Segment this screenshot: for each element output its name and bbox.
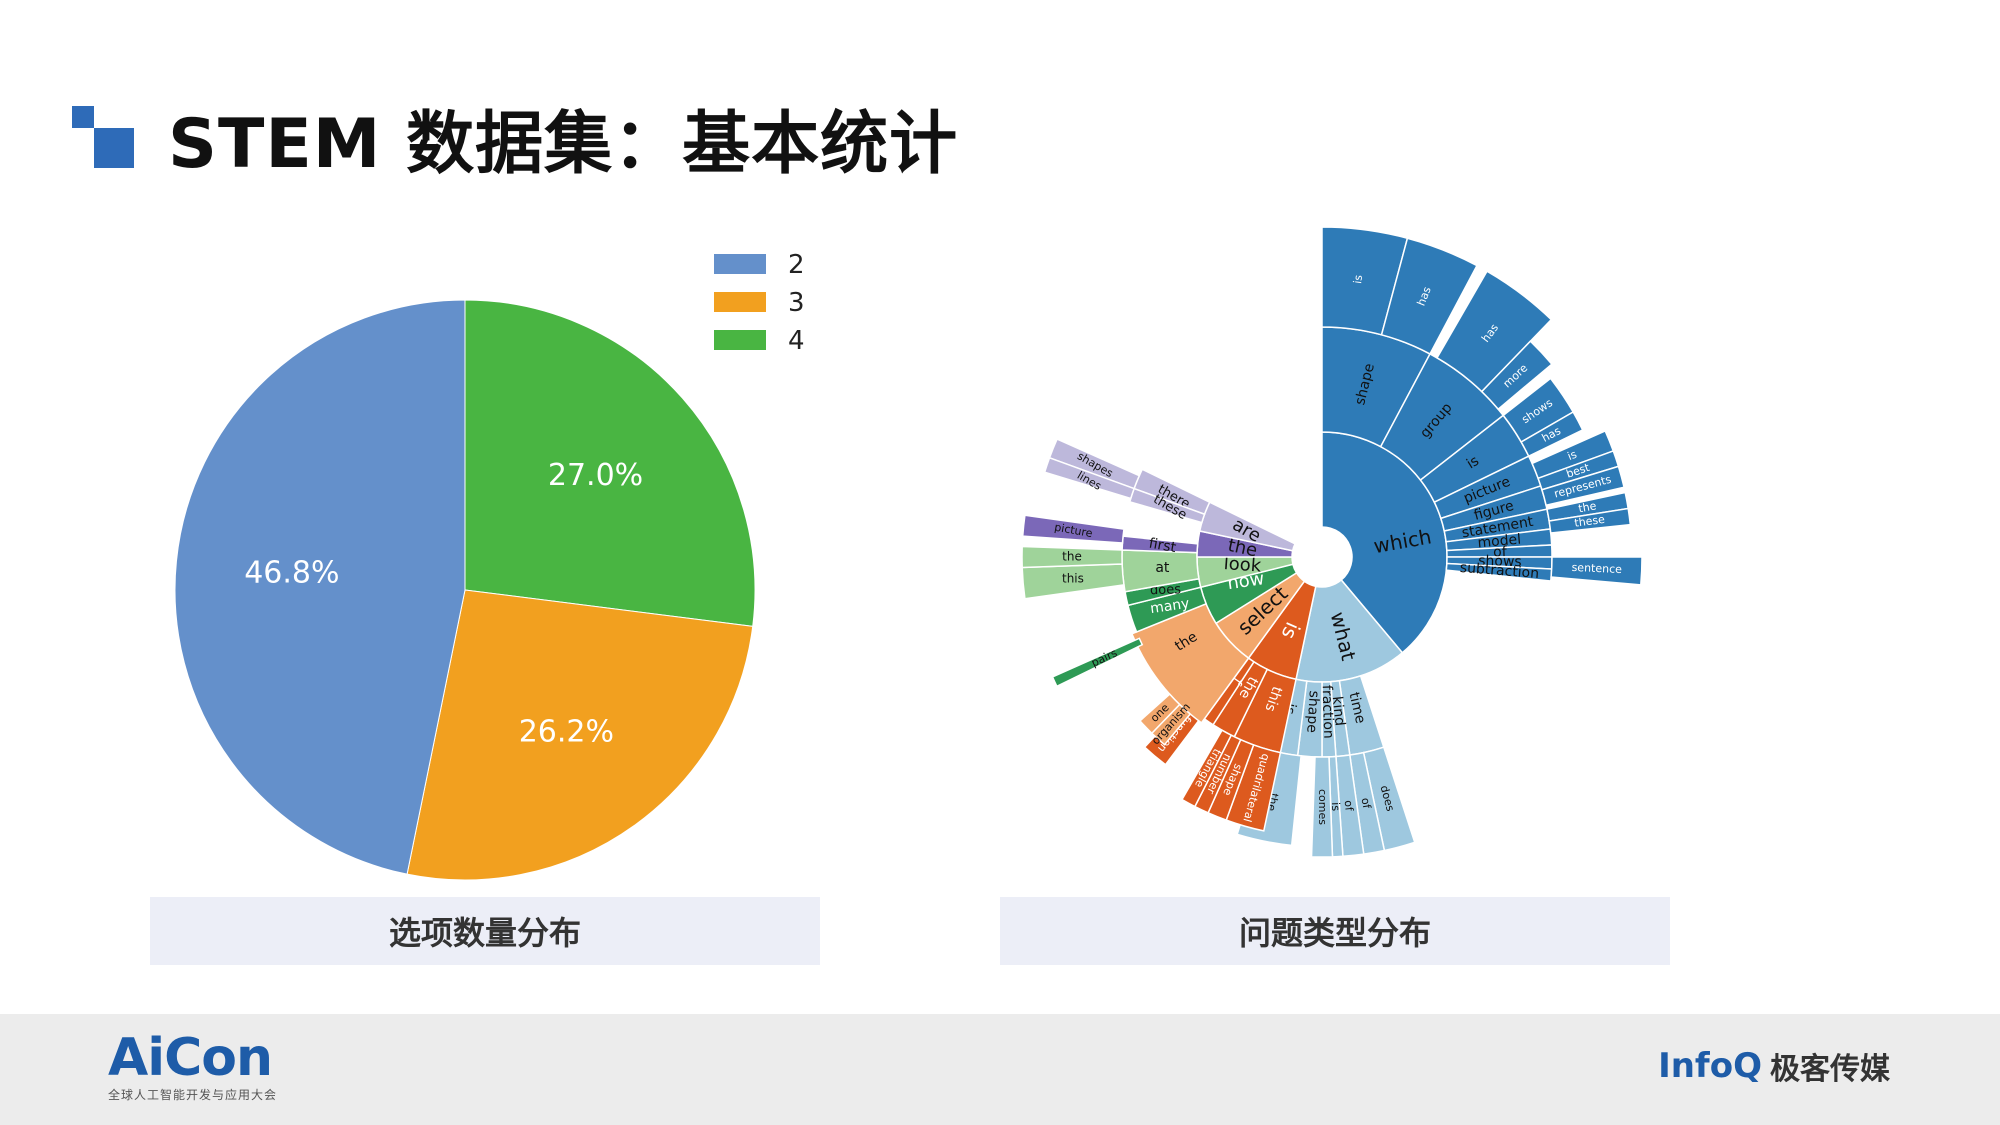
sunburst-is-outer-3 <box>1180 729 1233 808</box>
caption-right: 问题类型分布 <box>1000 897 1670 965</box>
sunburst-what-label-3: shape <box>1303 690 1322 733</box>
legend-swatch-2 <box>714 254 766 274</box>
sunburst-which-outer-10 <box>1548 507 1632 534</box>
sunburst-which-outer-1 <box>1380 237 1478 355</box>
sunburst-label-look: look <box>1223 553 1262 577</box>
sunburst-what-label-0: time <box>1346 691 1369 725</box>
sunburst-which-outer-label-9: the <box>1577 499 1597 515</box>
sunburst-which-outer-3 <box>1480 340 1553 411</box>
sunburst-which-outer-5 <box>1520 410 1584 458</box>
sunburst-what-outer-label-3: is <box>1329 802 1342 812</box>
infoq-logo: InfoQ 极客传媒 <box>1658 1044 1890 1088</box>
caption-left: 选项数量分布 <box>150 897 820 965</box>
sunburst-how-label-many: many <box>1149 596 1190 617</box>
aicon-brand: AiCon <box>108 1028 273 1088</box>
legend-label-4: 4 <box>788 326 805 356</box>
sunburst-the-label-first: first <box>1148 536 1178 557</box>
sunburst-which-outer-label-10: these <box>1574 513 1606 530</box>
sunburst-which-label-9: subtraction <box>1459 560 1539 582</box>
sunburst-which-outer-11 <box>1550 556 1643 586</box>
sunburst-what-outer-label-4: comes <box>1316 789 1329 825</box>
sunburst-what-label-2: fraction <box>1318 685 1336 739</box>
legend-label-3: 3 <box>788 288 805 318</box>
infoq-brand: InfoQ <box>1658 1046 1762 1086</box>
infoq-brand-cn: 极客传媒 <box>1770 1052 1890 1087</box>
sunburst-look-label-at: at <box>1155 560 1170 576</box>
sunburst-how-outer-label-0: pairs <box>1089 646 1119 669</box>
sunburst-is-label-0: this <box>1261 684 1284 713</box>
pie-label-3: 26.2% <box>519 714 614 749</box>
sunburst-which-outer-8 <box>1541 465 1625 507</box>
footer <box>0 1014 2000 1125</box>
legend-swatch-4 <box>714 330 766 350</box>
sunburst-look-outer-label-the: the <box>1062 550 1082 564</box>
slide-logo-icon <box>72 106 134 168</box>
legend-label-2: 2 <box>788 250 805 280</box>
sunburst-center <box>1294 529 1350 585</box>
sunburst-group: whichshapegroupispicturefigurestatementm… <box>1021 226 1643 858</box>
pie-slice-4 <box>464 299 756 627</box>
page-title: STEM 数据集：基本统计 <box>168 104 959 184</box>
pie-slice-3 <box>406 589 754 881</box>
sunburst-are-shapes <box>1048 438 1141 490</box>
aicon-subtitle: 全球人工智能开发与应用大会 <box>108 1088 278 1102</box>
sunburst-are-lines <box>1043 456 1136 500</box>
sunburst-how-pairs <box>1051 637 1144 688</box>
sunburst-what-outer-label-2: of <box>1342 800 1356 813</box>
pie-label-4: 27.0% <box>548 458 643 493</box>
sunburst-select-outer-1 <box>1138 693 1181 735</box>
sunburst-what-outer-4 <box>1310 756 1334 858</box>
aicon-logo: AiCon 全球人工智能开发与应用大会 <box>108 1030 277 1103</box>
sunburst-the-picture <box>1021 514 1125 544</box>
sunburst-look-outer-label-this: this <box>1062 571 1084 585</box>
sunburst-what-outer-label-1: of <box>1359 797 1374 811</box>
pie-slice-2 <box>174 299 466 875</box>
sunburst-which-outer-label-0: is <box>1351 274 1365 285</box>
title-bar: STEM 数据集：基本统计 <box>72 92 958 184</box>
legend-swatch-3 <box>714 292 766 312</box>
sunburst-the-first <box>1121 535 1199 554</box>
pie-label-2: 46.8% <box>244 556 339 591</box>
sunburst-which-outer-label-11: sentence <box>1571 561 1622 576</box>
